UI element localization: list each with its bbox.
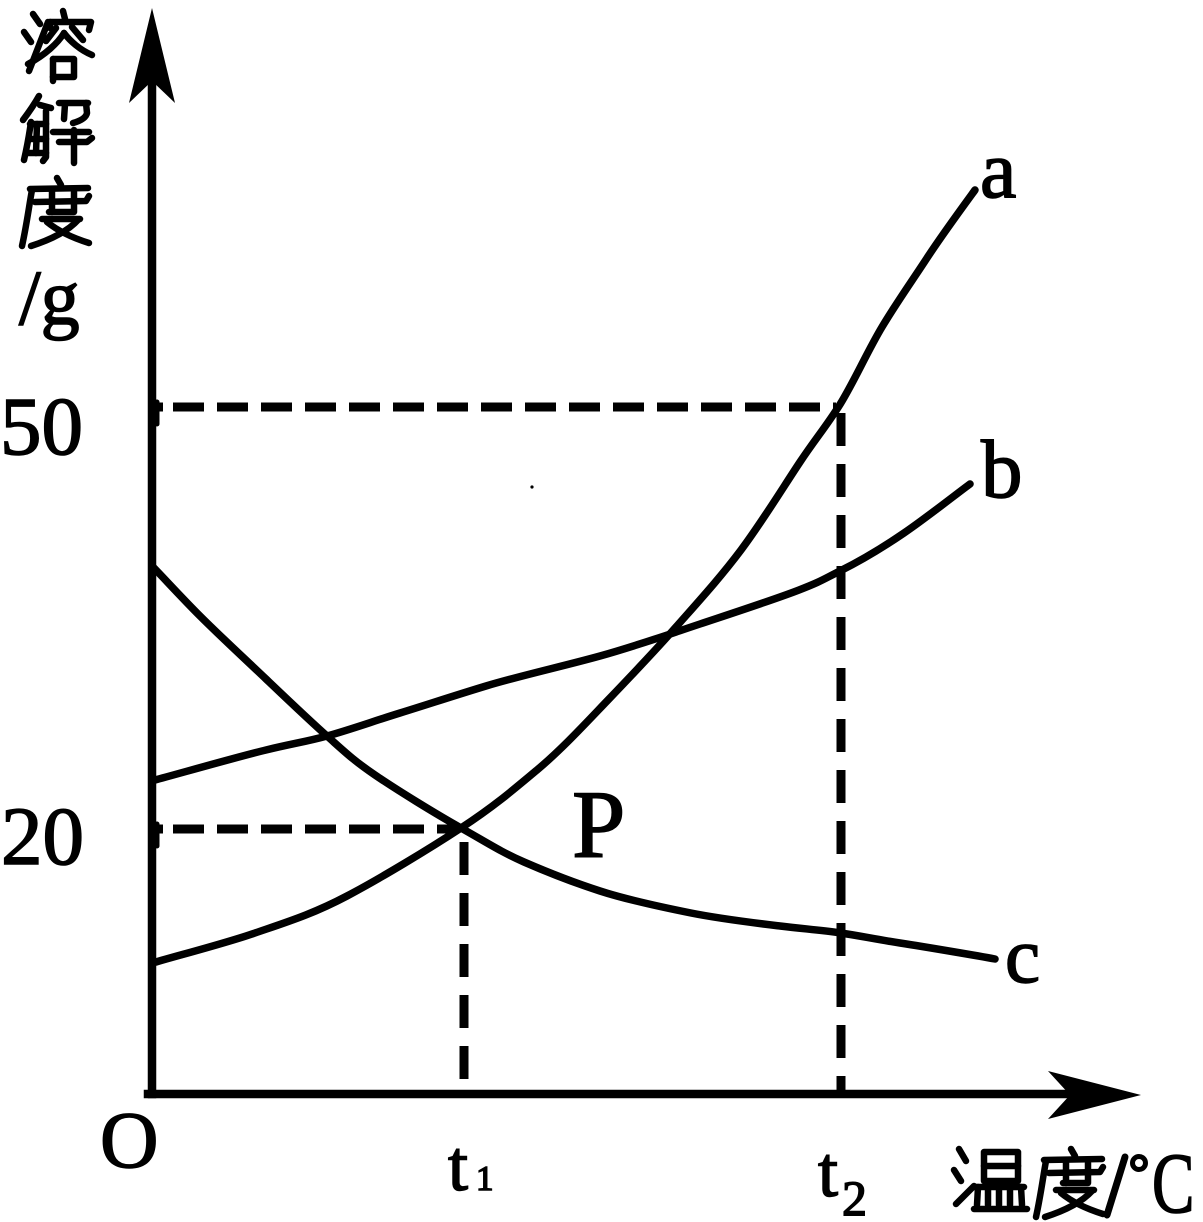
- svg-text:C: C: [1152, 1137, 1194, 1222]
- svg-text:50: 50: [0, 380, 83, 472]
- svg-text:P: P: [572, 771, 625, 878]
- svg-text:1: 1: [476, 1159, 494, 1198]
- svg-text:t: t: [448, 1126, 468, 1206]
- svg-text:b: b: [981, 423, 1023, 515]
- svg-text:O: O: [100, 1095, 159, 1185]
- svg-text:a: a: [980, 124, 1016, 215]
- svg-text:2: 2: [842, 1170, 867, 1222]
- svg-text:c: c: [1005, 913, 1040, 1000]
- svg-text:t: t: [818, 1132, 838, 1212]
- svg-text:/g: /g: [19, 254, 80, 341]
- svg-text:20: 20: [1, 790, 84, 882]
